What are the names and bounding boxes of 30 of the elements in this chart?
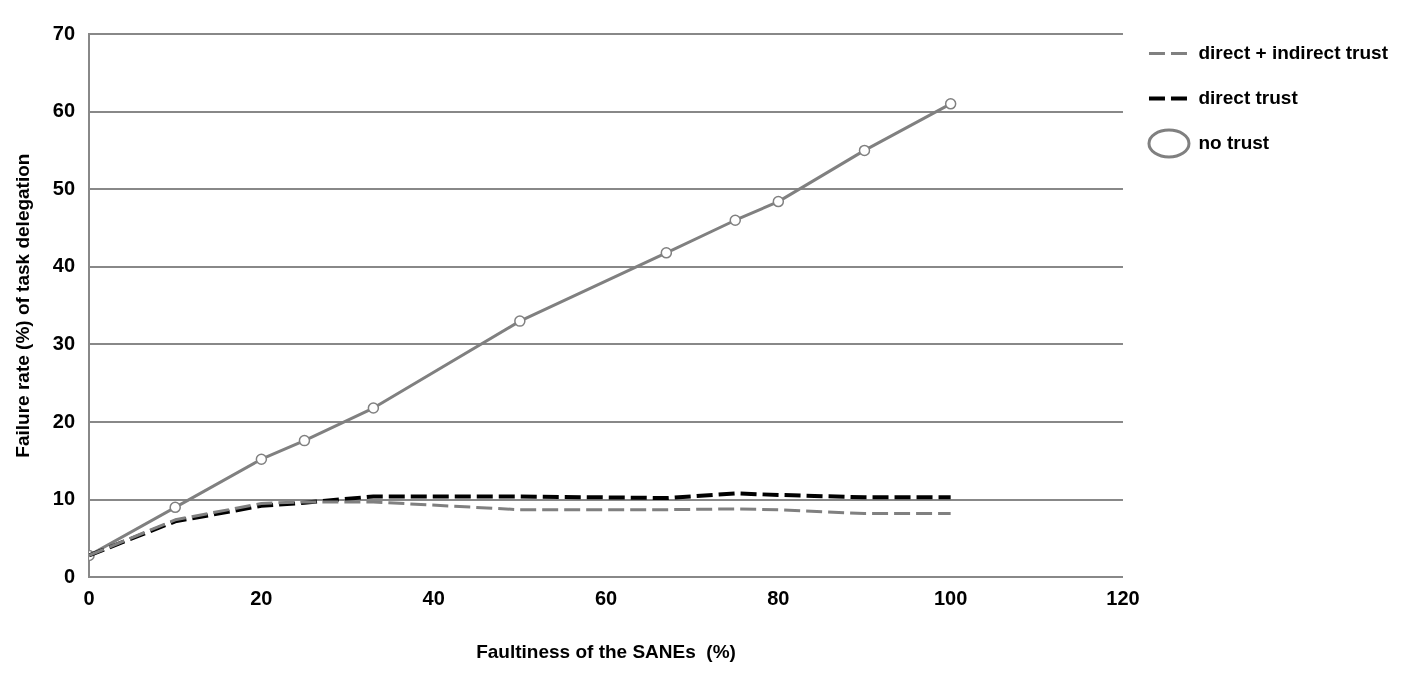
x-tick-label: 120	[1106, 586, 1140, 609]
x-tick-label: 40	[422, 586, 445, 609]
point	[660, 247, 673, 259]
legend-label: direct trust	[1198, 86, 1299, 108]
y-axis-title: Failure rate (%) of task delegation	[11, 153, 33, 458]
point	[298, 434, 311, 447]
point	[255, 453, 268, 465]
y-tick-label: 20	[52, 409, 76, 432]
legend-label: no trust	[1198, 131, 1270, 153]
y-tick-label: 50	[52, 176, 76, 199]
x-axis-title: Faultiness of the SANEs (%)	[476, 640, 736, 662]
point	[772, 195, 785, 208]
y-tick-label: 30	[52, 331, 76, 354]
point	[729, 214, 742, 226]
point	[169, 501, 181, 514]
y-tick-label: 60	[52, 99, 76, 122]
x-tick-label: 100	[933, 586, 968, 609]
point	[944, 98, 957, 110]
y-tick-label: 40	[52, 254, 76, 277]
x-tick-label: 60	[594, 586, 618, 609]
point	[367, 402, 380, 414]
y-tick-label: 0	[63, 564, 76, 587]
point	[514, 315, 526, 327]
y-tick-label: 10	[52, 487, 76, 510]
legend-label: direct + indirect trust	[1198, 41, 1389, 63]
x-tick-label: 80	[767, 586, 790, 609]
x-tick-label: 20	[250, 586, 273, 609]
y-tick-label: 70	[52, 21, 76, 44]
x-tick-label: 0	[83, 586, 95, 609]
point	[858, 144, 871, 157]
